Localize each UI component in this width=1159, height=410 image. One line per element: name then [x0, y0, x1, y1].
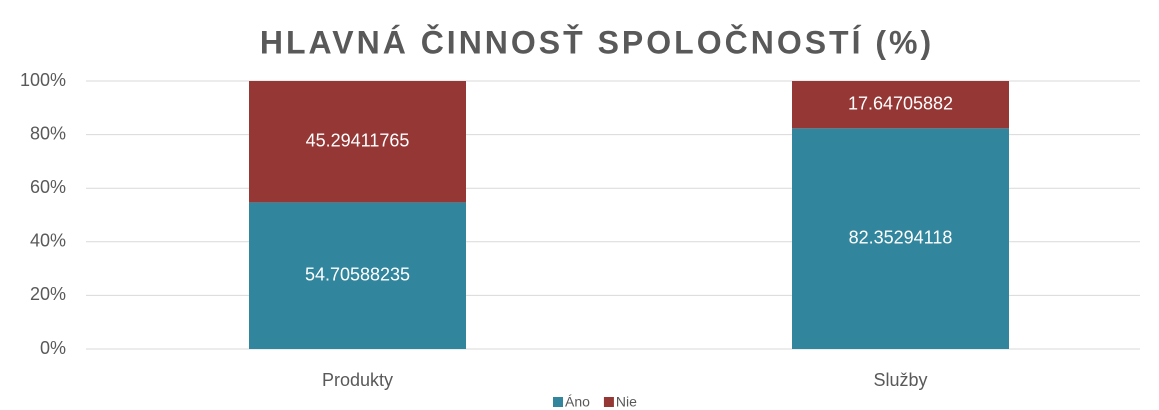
x-tick-label: Produkty [322, 370, 393, 390]
x-tick-label: Služby [873, 370, 927, 390]
legend-label: Áno [565, 394, 590, 410]
y-tick-label: 100% [20, 70, 66, 90]
y-tick-label: 0% [40, 338, 66, 358]
chart-title: HLAVNÁ ČINNOSŤ SPOLOČNOSTÍ (%) [260, 24, 934, 60]
data-label: 54.70588235 [305, 264, 410, 284]
data-label: 17.64705882 [848, 93, 953, 113]
data-label: 45.29411765 [306, 130, 410, 150]
y-tick-label: 40% [30, 231, 66, 251]
y-tick-label: 80% [30, 123, 66, 143]
legend-label: Nie [616, 394, 637, 410]
data-label: 82.35294118 [849, 227, 953, 247]
bar-segment [792, 128, 1009, 349]
legend-swatch [603, 397, 614, 407]
bar-segment [249, 202, 466, 349]
bar-segment [792, 81, 1009, 129]
y-tick-label: 60% [30, 177, 66, 197]
legend-swatch [553, 397, 563, 407]
bar-segment [249, 81, 466, 203]
y-tick-label: 20% [30, 284, 66, 304]
